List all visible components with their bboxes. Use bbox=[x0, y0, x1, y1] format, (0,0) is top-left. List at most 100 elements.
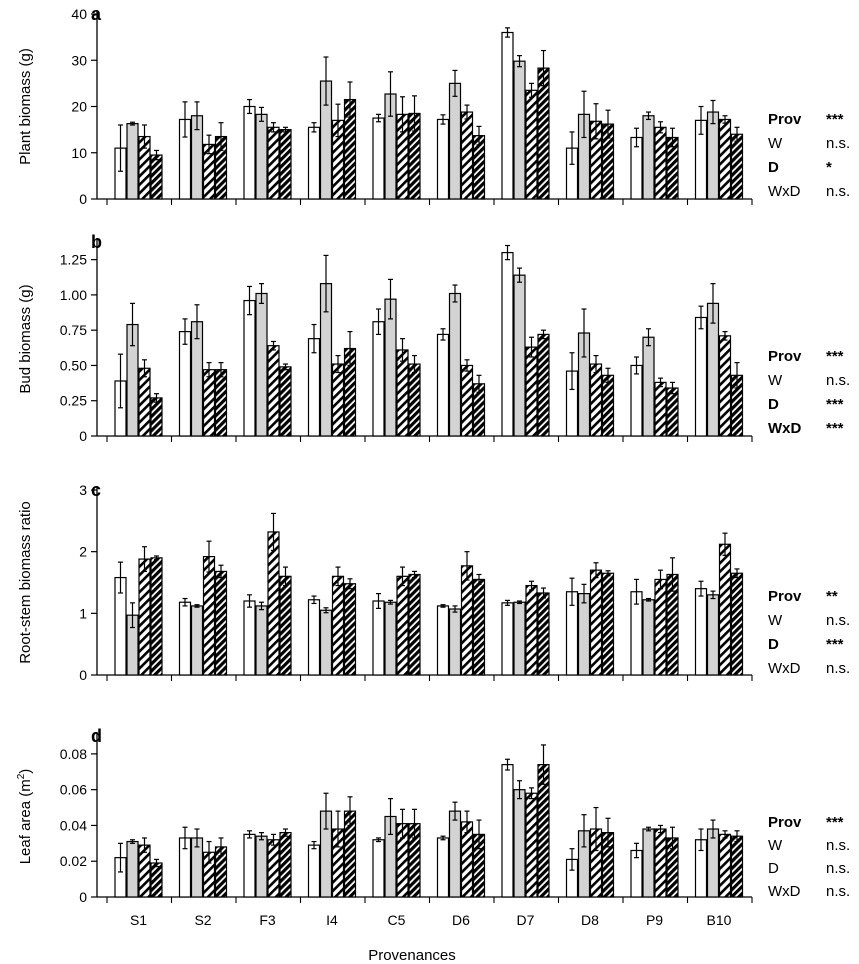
x-tick-label: F3 bbox=[259, 912, 276, 928]
bar-d-P9-grey bbox=[642, 828, 655, 898]
x-tick-label: D6 bbox=[452, 912, 470, 928]
bar-c-B10-hatched bbox=[718, 543, 732, 676]
panel-d: 0 0.02 0.04 0.06 0.08d Leaf area (m2) Prov *** W… bbox=[16, 726, 850, 905]
bar-c-F3-hatched bbox=[267, 531, 280, 676]
stat-label: W bbox=[768, 135, 783, 152]
y-tick-label: 20 bbox=[71, 99, 87, 115]
stat-label: WxD bbox=[768, 660, 801, 677]
stat-label: D bbox=[768, 860, 779, 877]
stat-value: *** bbox=[826, 111, 844, 128]
bar-d-B10-hatched bbox=[718, 833, 732, 898]
bar-c-I4-hatched bbox=[331, 575, 345, 676]
x-axis-labels: S1 S2 F3 I4 C5 D6 D7 D8 P9 B10 bbox=[130, 912, 732, 928]
stat-value: n.s. bbox=[826, 135, 850, 152]
x-tick-label: S1 bbox=[130, 912, 147, 928]
y-tick-label: 0.08 bbox=[60, 746, 87, 762]
bar-a-F3-hatched bbox=[267, 126, 280, 200]
bar-d-D7-white bbox=[501, 764, 514, 898]
stat-label: WxD bbox=[768, 420, 802, 437]
bar-c-D6-grey bbox=[448, 608, 462, 676]
stat-value: n.s. bbox=[826, 837, 850, 854]
bar-d-B10-hatched-dense bbox=[730, 835, 744, 898]
bar-c-D7-grey bbox=[513, 601, 526, 676]
bar-d-S1-hatched bbox=[138, 844, 151, 898]
x-tick-label: P9 bbox=[646, 912, 663, 928]
y-axis-title: Root-stem biomass ratio bbox=[17, 501, 34, 664]
bar-d-F3-hatched-dense bbox=[279, 831, 292, 898]
bar-b-S1-hatched bbox=[138, 367, 151, 437]
bar-c-F3-grey bbox=[255, 605, 268, 676]
bar-c-S2-hatched-dense bbox=[214, 570, 228, 676]
bar-a-P9-hatched bbox=[654, 126, 667, 200]
bar-b-S2-white bbox=[178, 330, 192, 437]
bar-b-S2-hatched-dense bbox=[214, 369, 228, 437]
y-tick-label: 0.06 bbox=[60, 782, 87, 798]
bar-b-D7-hatched bbox=[525, 346, 538, 437]
bar-a-D6-hatched bbox=[460, 111, 474, 200]
bar-c-C5-hatched-dense bbox=[408, 573, 421, 676]
bar-a-F3-grey bbox=[255, 113, 268, 200]
bar-d-P9-hatched bbox=[654, 828, 667, 898]
x-axis-title: Provenances bbox=[368, 947, 456, 964]
bar-a-P9-grey bbox=[642, 115, 655, 200]
stat-value: n.s. bbox=[826, 660, 850, 677]
bar-c-I4-white bbox=[307, 599, 321, 676]
bar-b-P9-grey bbox=[642, 336, 655, 437]
bar-a-I4-white bbox=[307, 126, 321, 200]
stat-value: * bbox=[826, 159, 832, 176]
panel-a: 0 10 20 30 40 a Plant biomass (g) Prov *** W n.s. D… bbox=[17, 4, 850, 207]
bar-b-F3-hatched bbox=[267, 345, 280, 437]
bar-c-B10-white bbox=[694, 588, 708, 676]
stat-label: WxD bbox=[768, 183, 801, 200]
bar-a-B10-grey bbox=[706, 111, 720, 200]
stat-label: D bbox=[768, 159, 779, 176]
stat-label: W bbox=[768, 612, 783, 629]
bar-a-F3-hatched-dense bbox=[279, 129, 292, 200]
stat-value: n.s. bbox=[826, 883, 850, 900]
bar-a-C5-white bbox=[372, 117, 385, 200]
stat-label: WxD bbox=[768, 883, 801, 900]
x-tick-label: I4 bbox=[326, 912, 338, 928]
bar-b-P9-white bbox=[630, 364, 643, 437]
bar-c-I4-hatched-dense bbox=[343, 583, 357, 676]
bar-b-D6-hatched bbox=[460, 364, 474, 437]
bar-a-S1-hatched-dense bbox=[150, 154, 163, 200]
stat-value: *** bbox=[826, 420, 844, 437]
stat-value: n.s. bbox=[826, 372, 850, 389]
stat-value: ** bbox=[826, 588, 838, 605]
bar-d-S1-grey bbox=[126, 840, 139, 898]
stat-label: Prov bbox=[768, 814, 802, 831]
bar-b-C5-hatched-dense bbox=[408, 363, 421, 437]
y-tick-label: 1.25 bbox=[60, 252, 87, 268]
bar-d-I4-white bbox=[307, 844, 321, 898]
bar-b-F3-hatched-dense bbox=[279, 366, 292, 437]
bar-b-B10-hatched bbox=[718, 335, 732, 437]
bar-a-D7-hatched-dense bbox=[537, 67, 550, 200]
bar-a-B10-hatched-dense bbox=[730, 133, 744, 200]
stat-label: W bbox=[768, 372, 783, 389]
bar-a-S1-grey bbox=[126, 123, 139, 200]
x-tick-label: D7 bbox=[517, 912, 535, 928]
bar-c-D6-hatched-dense bbox=[472, 578, 486, 676]
y-tick-label: 0.50 bbox=[60, 357, 87, 373]
bar-c-S2-grey bbox=[190, 605, 204, 676]
bar-b-D6-grey bbox=[448, 292, 462, 437]
stat-value: *** bbox=[826, 636, 844, 653]
bar-d-C5-white bbox=[372, 839, 385, 898]
bar-c-D7-hatched bbox=[525, 584, 538, 676]
bar-b-S1-hatched-dense bbox=[150, 397, 163, 437]
bar-a-D6-grey bbox=[448, 82, 462, 200]
y-axis-title: Leaf area (m2) bbox=[16, 769, 34, 865]
bar-c-S1-hatched-dense bbox=[150, 557, 163, 676]
bar-a-F3-white bbox=[243, 105, 256, 200]
bar-b-D7-grey bbox=[513, 274, 526, 437]
bar-c-D8-hatched bbox=[589, 569, 603, 676]
y-tick-label: 0.02 bbox=[60, 853, 87, 869]
bar-c-C5-white bbox=[372, 600, 385, 676]
y-axis-title: Plant biomass (g) bbox=[17, 48, 34, 165]
x-tick-label: B10 bbox=[707, 912, 732, 928]
bar-c-D6-white bbox=[436, 605, 450, 676]
y-tick-label: 0.04 bbox=[60, 817, 87, 833]
panel-letter: b bbox=[91, 232, 102, 252]
